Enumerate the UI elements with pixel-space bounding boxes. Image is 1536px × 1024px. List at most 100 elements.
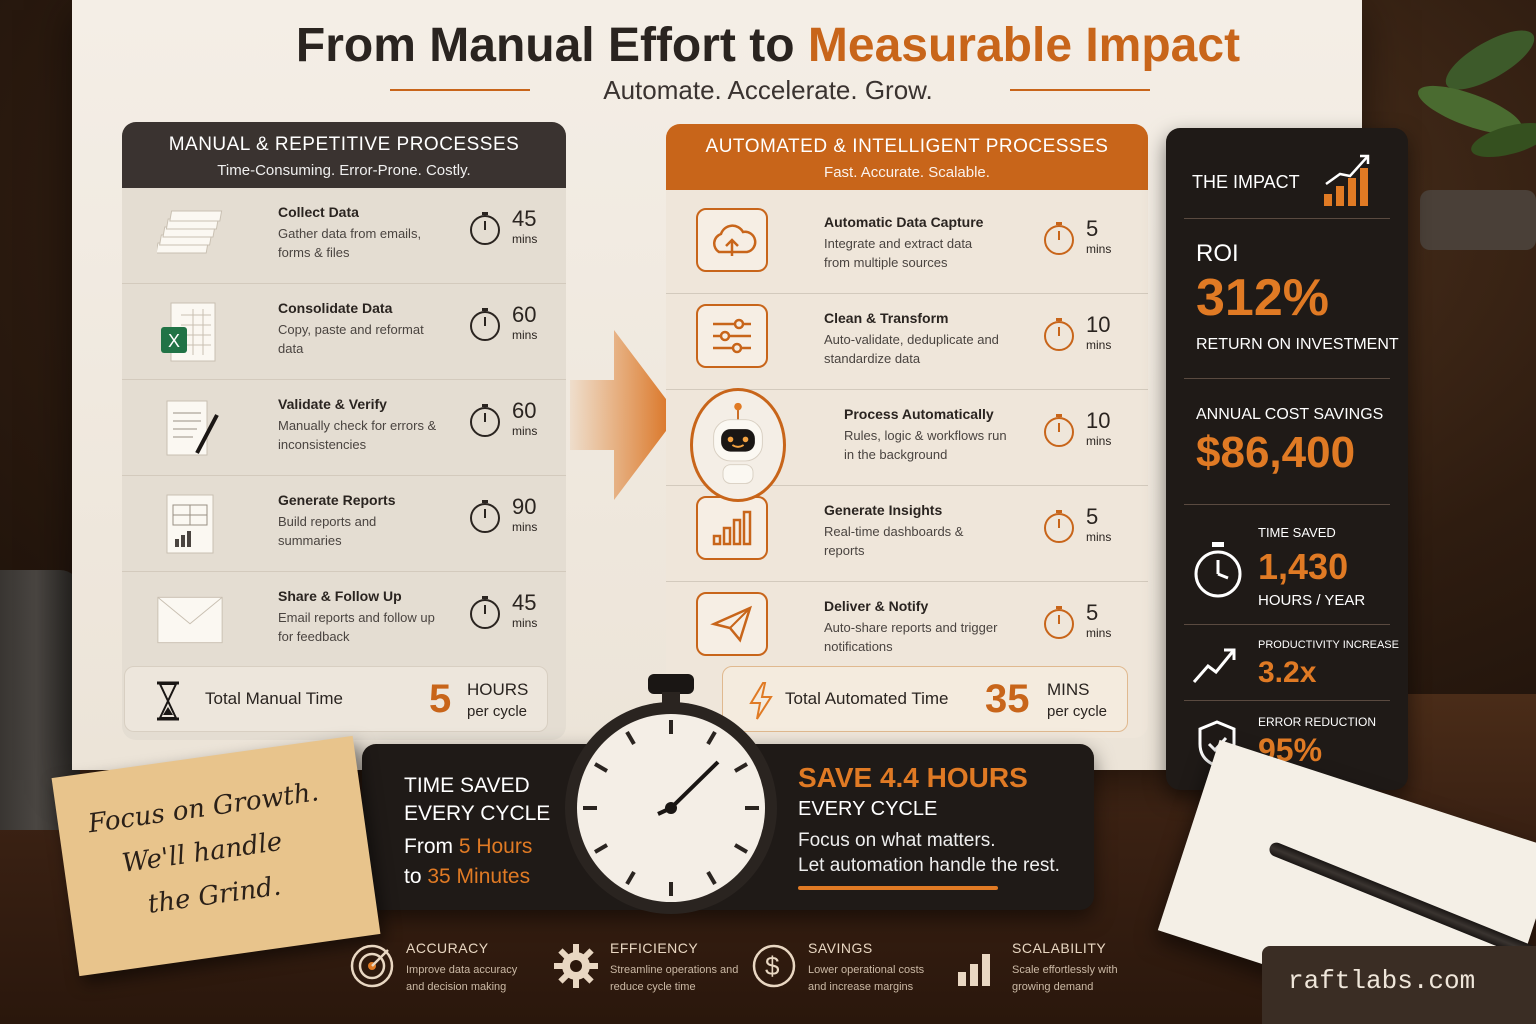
productivity-label: PRODUCTIVITY INCREASE (1258, 639, 1399, 651)
auto-panel-heading: AUTOMATED & INTELLIGENT PROCESSES (705, 136, 1109, 157)
growth-bars-icon (958, 954, 990, 986)
row-description: Manually check for errors & inconsistenc… (278, 418, 437, 452)
manual-total-unit-1: HOURS (467, 680, 529, 699)
feature-efficiency: EFFICIENCY Streamline operations and red… (552, 936, 742, 1006)
banner-to-word: to (404, 865, 428, 888)
lightning-icon (749, 682, 773, 720)
row-minutes-unit: mins (512, 616, 538, 630)
banner-to-value: 35 Minutes (427, 865, 531, 888)
manual-total-unit: HOURS per cycle (467, 679, 528, 723)
auto-row-deliver: Deliver & Notify Auto-share reports and … (666, 582, 1148, 678)
row-minutes-value: 5 (1086, 216, 1099, 241)
spreadsheet-icon: X (156, 298, 224, 366)
feature-title: SAVINGS (808, 940, 873, 956)
timer-icon (470, 308, 500, 341)
auto-total-unit: MINS per cycle (1047, 679, 1107, 723)
row-description: Email reports and follow up for feedback (278, 610, 435, 644)
row-minutes-value: 5 (1086, 600, 1099, 625)
svg-text:X: X (168, 331, 180, 351)
row-title: Clean & Transform (824, 310, 949, 326)
banner-tagline: Focus on what matters. Let automation ha… (798, 828, 1060, 878)
row-minutes-value: 90 (512, 494, 537, 519)
roi-label: ROI (1196, 240, 1239, 267)
row-minutes-value: 5 (1086, 504, 1099, 529)
timer-icon (1044, 606, 1074, 639)
row-title: Collect Data (278, 204, 359, 220)
manual-panel-header: MANUAL & REPETITIVE PROCESSES Time-Consu… (122, 122, 566, 188)
impact-divider (1184, 700, 1390, 701)
banner-tagline-line-1: Focus on what matters. (798, 830, 996, 851)
manual-total-box: Total Manual Time 5 HOURS per cycle (124, 666, 548, 732)
feature-description: Improve data accuracy and decision makin… (406, 964, 518, 993)
banner-tagline-line-2: Let automation handle the rest. (798, 855, 1060, 876)
row-title: Deliver & Notify (824, 598, 929, 614)
time-saved-unit: HOURS / YEAR (1258, 592, 1366, 609)
envelope-icon (156, 586, 224, 654)
row-description: Copy, paste and reformat data (278, 322, 424, 356)
paper-plane-icon (696, 592, 768, 656)
row-description: Real-time dashboards & reports (824, 524, 964, 558)
sticky-line-1: Focus on Growth. (86, 777, 321, 840)
banner-left-line-2: EVERY CYCLE (404, 802, 551, 825)
manual-total-value: 5 (429, 677, 452, 721)
auto-total-label: Total Automated Time (785, 689, 949, 708)
row-description: Integrate and extract data from multiple… (824, 236, 973, 270)
productivity-value: 3.2x (1258, 656, 1317, 689)
title-part-2: Measurable Impact (807, 19, 1241, 72)
sliders-icon (696, 304, 768, 368)
sticky-note: Focus on Growth. We'll handle the Grind. (51, 735, 381, 977)
row-minutes-value: 45 (512, 206, 537, 231)
auto-total-unit-1: MINS (1047, 680, 1090, 699)
plant-decoration (1418, 30, 1536, 250)
banner-underline (798, 886, 998, 890)
manual-total-unit-2: per cycle (467, 703, 528, 720)
report-chart-icon (156, 490, 224, 558)
title-part-1: From Manual Effort to (295, 19, 808, 72)
banner-left-detail: From 5 Hours to 35 Minutes (404, 832, 532, 892)
auto-row-clean: Clean & Transform Auto-validate, dedupli… (666, 294, 1148, 390)
timer-icon (1044, 414, 1074, 447)
timer-icon (1044, 510, 1074, 543)
stopwatch-illustration (565, 674, 777, 914)
row-minutes-value: 60 (512, 302, 537, 327)
gear-icon (554, 944, 598, 988)
row-description: Gather data from emails, forms & files (278, 226, 422, 260)
feature-title: EFFICIENCY (610, 940, 699, 956)
manual-processes-panel: MANUAL & REPETITIVE PROCESSES Time-Consu… (122, 122, 566, 740)
manual-panel-heading: MANUAL & REPETITIVE PROCESSES (168, 134, 520, 155)
banner-left-line-1: TIME SAVED (404, 774, 530, 797)
feature-title: ACCURACY (406, 940, 489, 956)
bar-chart-icon (696, 496, 768, 560)
roi-value: 312% (1196, 269, 1329, 327)
banner-from-value: 5 Hours (458, 835, 533, 858)
row-minutes-value: 60 (512, 398, 537, 423)
auto-panel-header: AUTOMATED & INTELLIGENT PROCESSES Fast. … (666, 124, 1148, 190)
growth-chart-icon (1324, 154, 1370, 206)
manual-row-share: Share & Follow Up Email reports and foll… (122, 572, 566, 668)
timer-icon (470, 596, 500, 629)
row-title: Share & Follow Up (278, 588, 402, 604)
row-title: Generate Reports (278, 492, 396, 508)
row-title: Validate & Verify (278, 396, 387, 412)
feature-description: Lower operational costs and increase mar… (808, 964, 925, 993)
banner-save-heading: SAVE 4.4 HOURS (798, 762, 1028, 794)
cloud-upload-icon (696, 208, 768, 272)
brand-watermark: raftlabs.com (1262, 946, 1536, 1024)
row-description: Auto-share reports and trigger notificat… (824, 620, 998, 654)
transition-arrow (570, 330, 678, 500)
row-minutes-unit: mins (512, 232, 538, 246)
feature-title: SCALABILITY (1012, 940, 1107, 956)
feature-description: Scale effortlessly with growing demand (1012, 964, 1118, 993)
impact-panel: THE IMPACT ROI 312% RETURN ON INVESTMENT… (1166, 128, 1408, 790)
manual-row-collect: Collect Data Gather data from emails, fo… (122, 188, 566, 284)
time-saved-value: 1,430 (1258, 546, 1349, 587)
document-pen-icon (156, 394, 224, 462)
manual-row-validate: Validate & Verify Manually check for err… (122, 380, 566, 476)
auto-row-process: Process Automatically Rules, logic & wor… (666, 390, 1148, 486)
timer-icon (470, 404, 500, 437)
stopwatch-icon (1194, 542, 1242, 598)
impact-divider (1184, 378, 1390, 379)
feature-savings: $ SAVINGS Lower operational costs and in… (750, 936, 950, 1006)
target-icon (350, 944, 394, 988)
feature-description: Streamline operations and reduce cycle t… (610, 964, 739, 993)
